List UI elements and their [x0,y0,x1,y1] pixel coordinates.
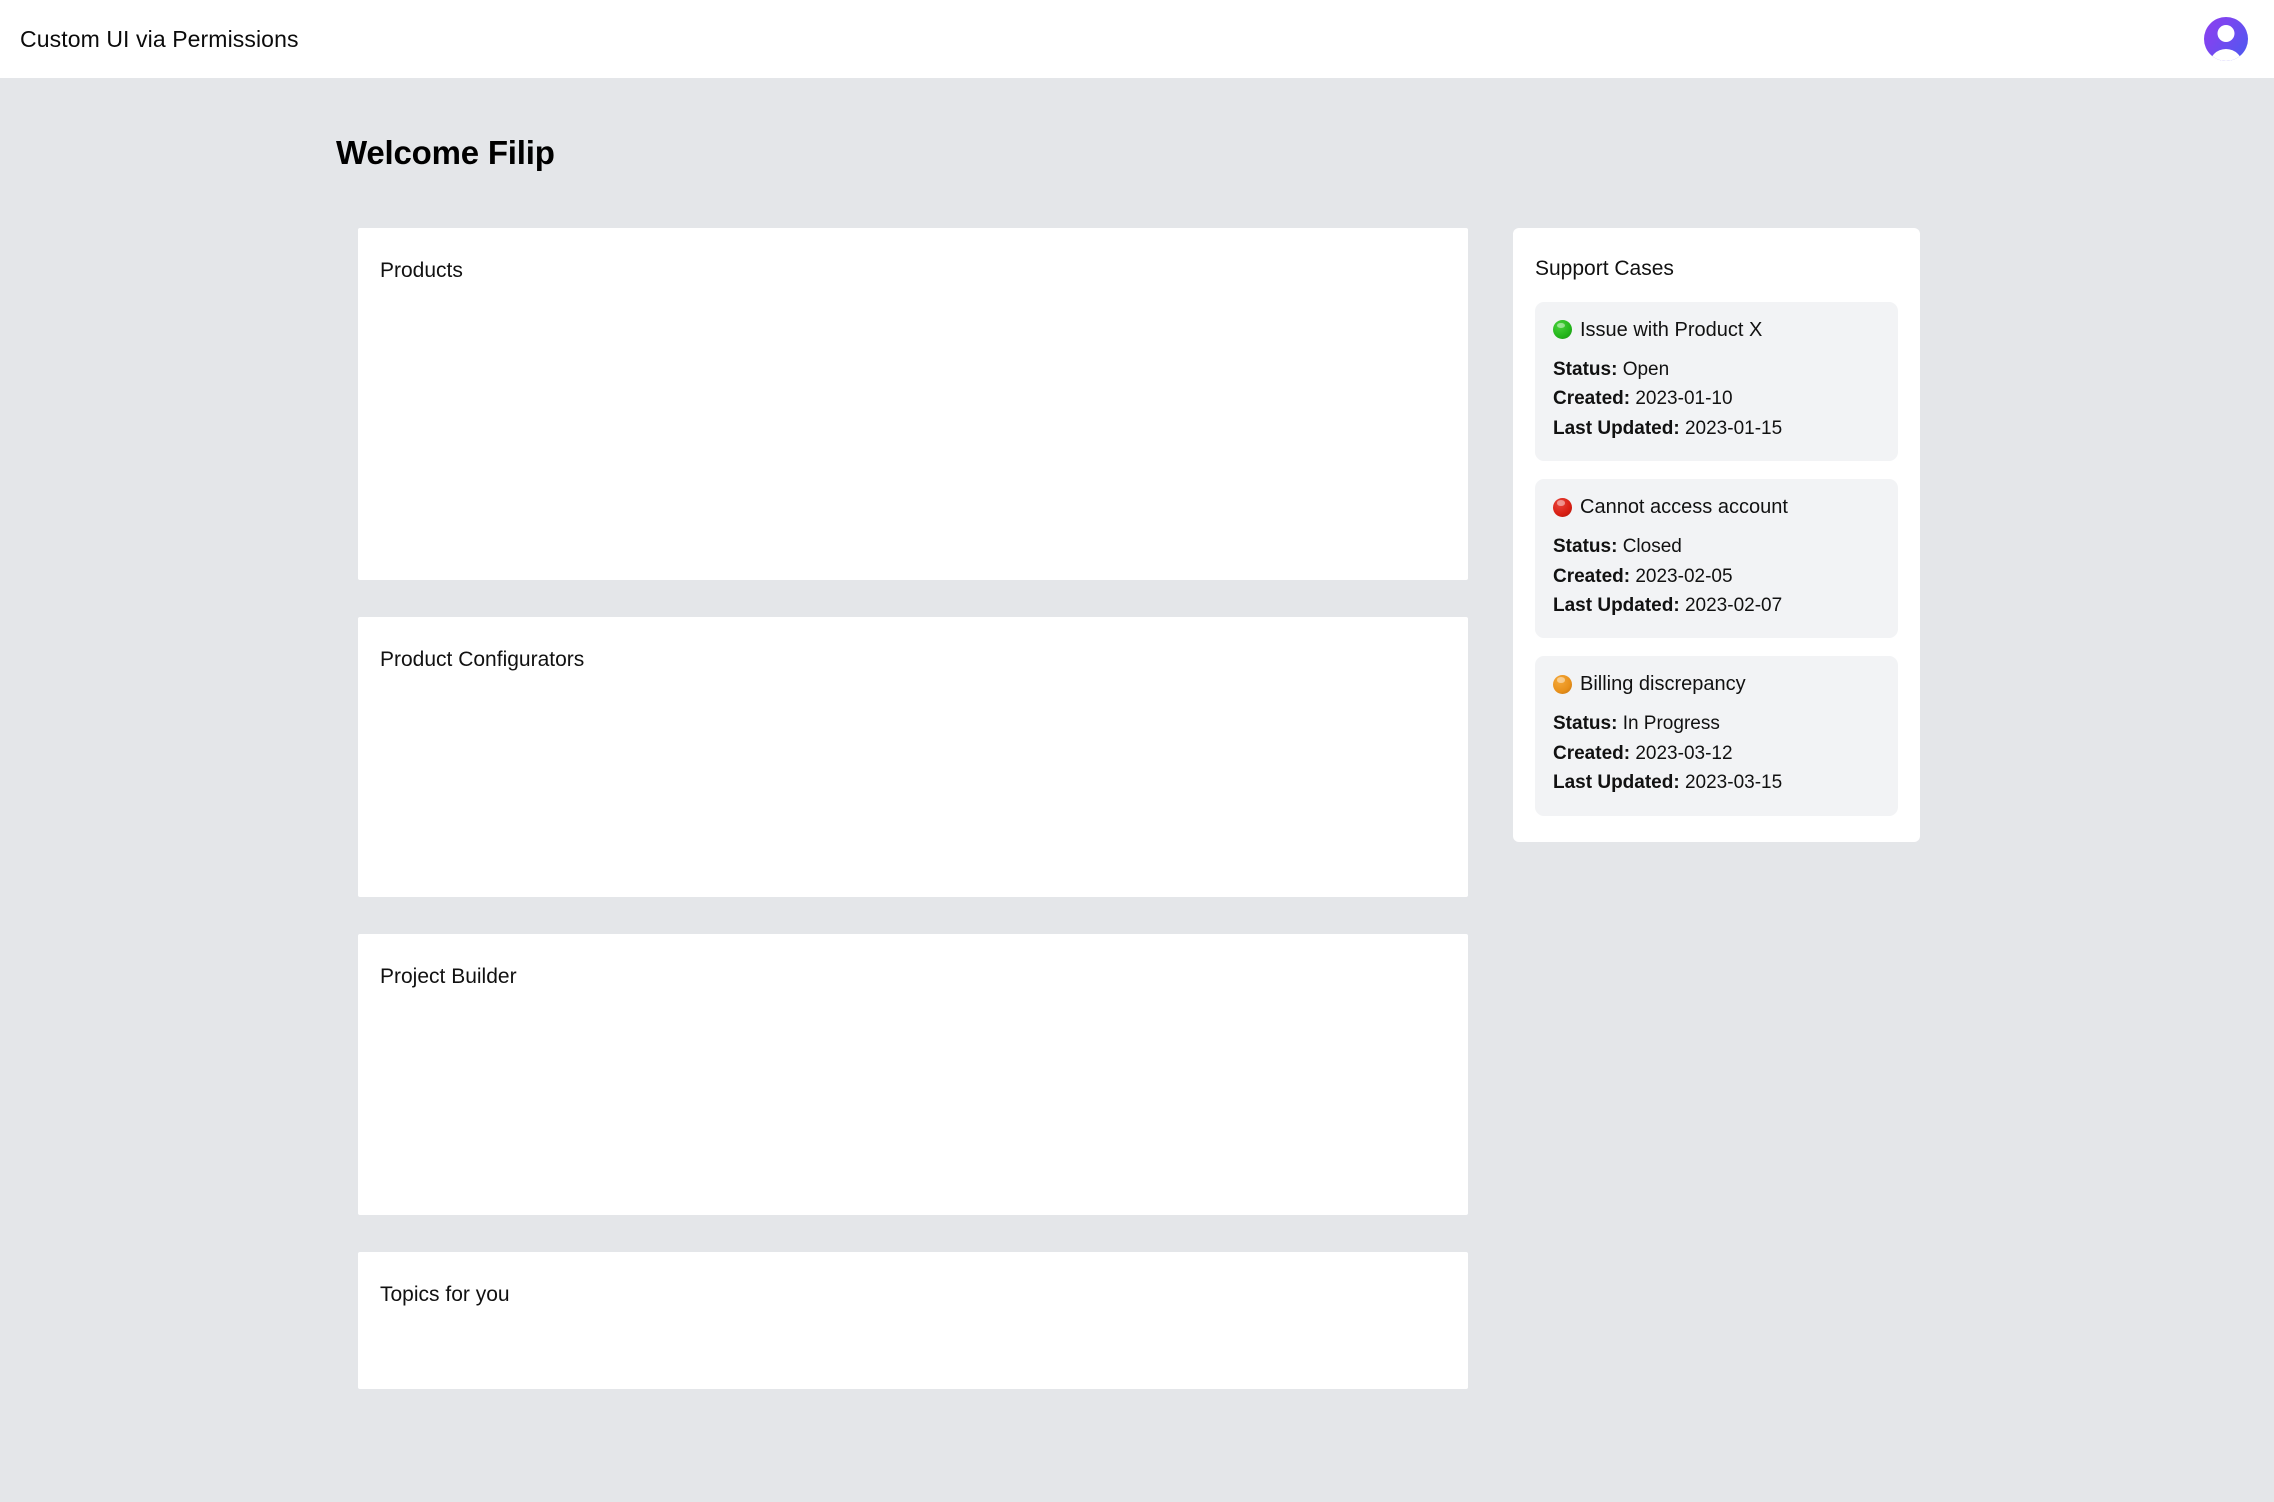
created-value: 2023-01-10 [1635,388,1733,410]
support-case-last-updated: Last Updated: 2023-01-15 [1553,414,1880,443]
created-value: 2023-03-12 [1635,742,1733,764]
app-title: Custom UI via Permissions [20,25,299,52]
support-case-item[interactable]: Issue with Product X Status: Open Create… [1535,301,1898,462]
status-value: In Progress [1622,713,1720,735]
last-updated-value: 2023-03-15 [1684,772,1783,794]
last-updated-value: 2023-01-15 [1684,417,1783,439]
card-title: Products [380,258,463,282]
status-dot-orange-icon [1553,674,1572,694]
support-case-name: Billing discrepancy [1580,673,1746,696]
support-case-name: Cannot access account [1580,496,1788,519]
created-label: Created: [1553,742,1631,764]
top-bar: Custom UI via Permissions [0,0,2274,78]
status-value: Open [1622,358,1670,380]
last-updated-label: Last Updated: [1553,417,1680,439]
support-case-last-updated: Last Updated: 2023-03-15 [1553,768,1880,797]
support-column: Support Cases Issue with Product X Statu… [1513,227,1920,842]
card-title: Topics for you [380,1282,510,1306]
main-column: Products Product Configurators Project B… [358,227,1468,1389]
card-product-configurators[interactable]: Product Configurators [358,616,1468,897]
last-updated-value: 2023-02-07 [1684,594,1783,616]
status-dot-green-icon [1553,320,1572,340]
card-products[interactable]: Products [358,227,1468,580]
status-label: Status: [1553,358,1618,380]
status-dot-red-icon [1553,497,1572,517]
user-avatar-icon[interactable] [2204,17,2248,61]
support-cases-title: Support Cases [1535,256,1674,280]
support-case-created: Created: 2023-01-10 [1553,384,1880,413]
created-value: 2023-02-05 [1635,565,1733,587]
support-case-created: Created: 2023-02-05 [1553,562,1880,591]
page-body: Welcome Filip Products Product Configura… [0,78,2274,1502]
support-case-last-updated: Last Updated: 2023-02-07 [1553,591,1880,620]
support-case-header: Issue with Product X [1553,318,1880,342]
support-case-item[interactable]: Billing discrepancy Status: In Progress … [1535,656,1898,816]
support-case-status: Status: Closed [1553,532,1880,561]
created-label: Created: [1553,388,1631,410]
status-label: Status: [1553,713,1618,735]
support-case-status: Status: In Progress [1553,709,1880,738]
last-updated-label: Last Updated: [1553,594,1680,616]
card-title: Product Configurators [380,647,585,671]
card-topics-for-you[interactable]: Topics for you [358,1251,1468,1389]
support-case-header: Billing discrepancy [1553,672,1880,696]
page-title: Welcome Filip [336,134,555,171]
support-cases-panel: Support Cases Issue with Product X Statu… [1513,227,1920,842]
card-title: Project Builder [380,964,517,988]
created-label: Created: [1553,565,1631,587]
support-case-status: Status: Open [1553,355,1880,384]
support-case-item[interactable]: Cannot access account Status: Closed Cre… [1535,479,1898,639]
support-case-header: Cannot access account [1553,495,1880,519]
status-value: Closed [1622,536,1682,558]
card-project-builder[interactable]: Project Builder [358,933,1468,1215]
avatar-body-shape [2209,49,2243,61]
content-columns: Products Product Configurators Project B… [0,173,2274,1389]
status-label: Status: [1553,536,1618,558]
avatar-head-shape [2217,25,2235,42]
support-case-created: Created: 2023-03-12 [1553,739,1880,768]
support-case-name: Issue with Product X [1580,318,1763,341]
last-updated-label: Last Updated: [1553,772,1680,794]
